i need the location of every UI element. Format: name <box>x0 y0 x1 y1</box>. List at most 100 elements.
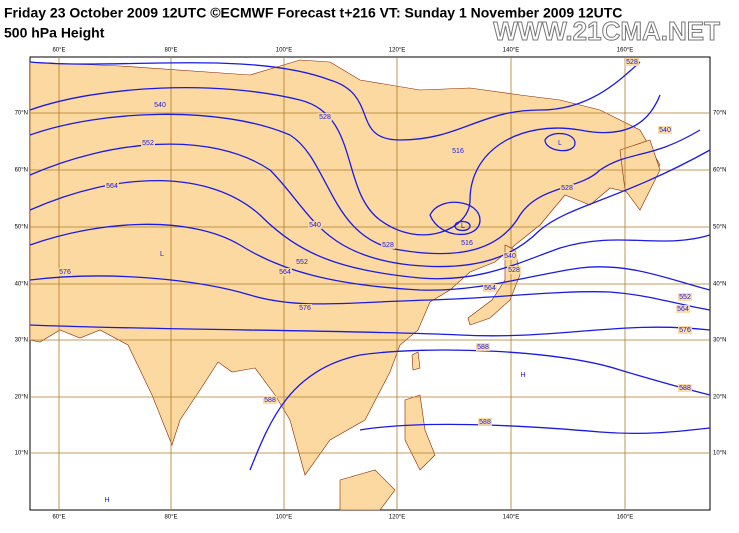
label-bg <box>658 126 672 134</box>
lat-label: 40°N <box>15 282 28 288</box>
contour-label: 576 <box>679 327 691 334</box>
lon-label: 60°E <box>52 515 65 521</box>
lon-label: 140°E <box>503 48 519 54</box>
lat-label: 60°N <box>15 168 28 174</box>
label-bg <box>451 147 465 155</box>
borneo <box>339 469 396 511</box>
lat-label: 50°N <box>15 225 28 231</box>
lon-label: 120°E <box>389 48 405 54</box>
lat-label: 50°N <box>713 225 726 231</box>
contour-label: 564 <box>677 306 689 313</box>
label-bg <box>625 58 639 66</box>
contour-label: 588 <box>479 419 491 426</box>
contour-label: 540 <box>504 253 516 260</box>
lon-label: 80°E <box>164 48 177 54</box>
label-bg <box>483 284 497 292</box>
philippines <box>404 394 436 471</box>
contour-line <box>249 349 711 471</box>
contour-label: 528 <box>319 114 331 121</box>
contour-line <box>29 113 701 255</box>
lat-label: 70°N <box>713 111 726 117</box>
contour-label: 528 <box>626 59 638 66</box>
label-bg <box>678 326 692 334</box>
contour-label: 588 <box>264 397 276 404</box>
label-bg <box>58 268 72 276</box>
lat-label: 40°N <box>713 282 726 288</box>
lat-label: 20°N <box>713 395 726 401</box>
contour-line <box>29 275 711 311</box>
label-bg <box>478 418 492 426</box>
label-bg <box>678 384 692 392</box>
label-bg <box>308 221 322 229</box>
contour-label: 564 <box>279 269 291 276</box>
pressure-center: L <box>558 140 562 147</box>
label-bg <box>105 182 119 190</box>
lat-label: 30°N <box>713 338 726 344</box>
contour-line <box>29 61 641 141</box>
contour-label: 552 <box>679 294 691 301</box>
label-bg <box>295 258 309 266</box>
contour-label: 564 <box>484 285 496 292</box>
contour-line <box>29 324 711 337</box>
contour-line <box>29 143 711 268</box>
lon-label: 100°E <box>276 515 292 521</box>
lat-label: 10°N <box>15 451 28 457</box>
japan <box>467 244 521 326</box>
lat-label: 20°N <box>15 395 28 401</box>
contour-line <box>429 201 481 236</box>
label-bg <box>560 184 574 192</box>
label-bg <box>476 343 490 351</box>
taiwan <box>411 351 421 371</box>
lon-label: 100°E <box>276 48 292 54</box>
label-bg <box>278 268 292 276</box>
contour-label: 540 <box>659 127 671 134</box>
lat-label: 70°N <box>15 111 28 117</box>
pressure-center: L <box>461 223 465 230</box>
lon-label: 160°E <box>617 515 633 521</box>
pressure-center: L <box>160 251 164 258</box>
label-bg <box>676 305 690 313</box>
contour-label: 540 <box>309 222 321 229</box>
contour-label: 588 <box>679 385 691 392</box>
title: Friday 23 October 2009 12UTC ©ECMWF Fore… <box>4 5 622 21</box>
contour-line <box>29 223 711 291</box>
pressure-center: H <box>104 497 109 504</box>
contour-labels: 540 528 552 516 564 528 540 516 528 552 540 564 576 5… <box>58 58 692 504</box>
land <box>29 59 661 476</box>
contour-label: 516 <box>461 240 473 247</box>
pressure-center: H <box>520 372 525 379</box>
subtitle: 500 hPa Height <box>4 25 105 41</box>
label-bg <box>503 252 517 260</box>
label-bg <box>318 113 332 121</box>
label-bg <box>263 396 277 404</box>
label-bg <box>153 101 167 109</box>
contour-line <box>29 179 711 280</box>
contour-label: 576 <box>59 269 71 276</box>
watermark: WWW.21CMA.NET <box>493 16 720 46</box>
contour-label: 564 <box>106 183 118 190</box>
contour-label: 540 <box>154 102 166 109</box>
lon-label: 160°E <box>617 48 633 54</box>
contour-line <box>359 423 711 434</box>
label-bg <box>678 293 692 301</box>
contour-label: 528 <box>508 267 520 274</box>
contour-line <box>544 132 576 152</box>
contour-line <box>454 220 471 232</box>
lon-label: 80°E <box>164 515 177 521</box>
label-bg <box>141 139 155 147</box>
lon-label: 120°E <box>389 515 405 521</box>
contour-label: 516 <box>452 148 464 155</box>
lon-label: 140°E <box>503 515 519 521</box>
lat-label: 10°N <box>713 451 726 457</box>
label-bg <box>298 304 312 312</box>
label-bg <box>507 266 521 274</box>
contour-label: 552 <box>142 140 154 147</box>
label-bg <box>381 241 395 249</box>
contour-label: 528 <box>382 242 394 249</box>
contours <box>29 61 711 471</box>
contour-label: 588 <box>477 344 489 351</box>
label-bg <box>460 239 474 247</box>
lon-label: 60°E <box>52 48 65 54</box>
contour-label: 576 <box>299 305 311 312</box>
